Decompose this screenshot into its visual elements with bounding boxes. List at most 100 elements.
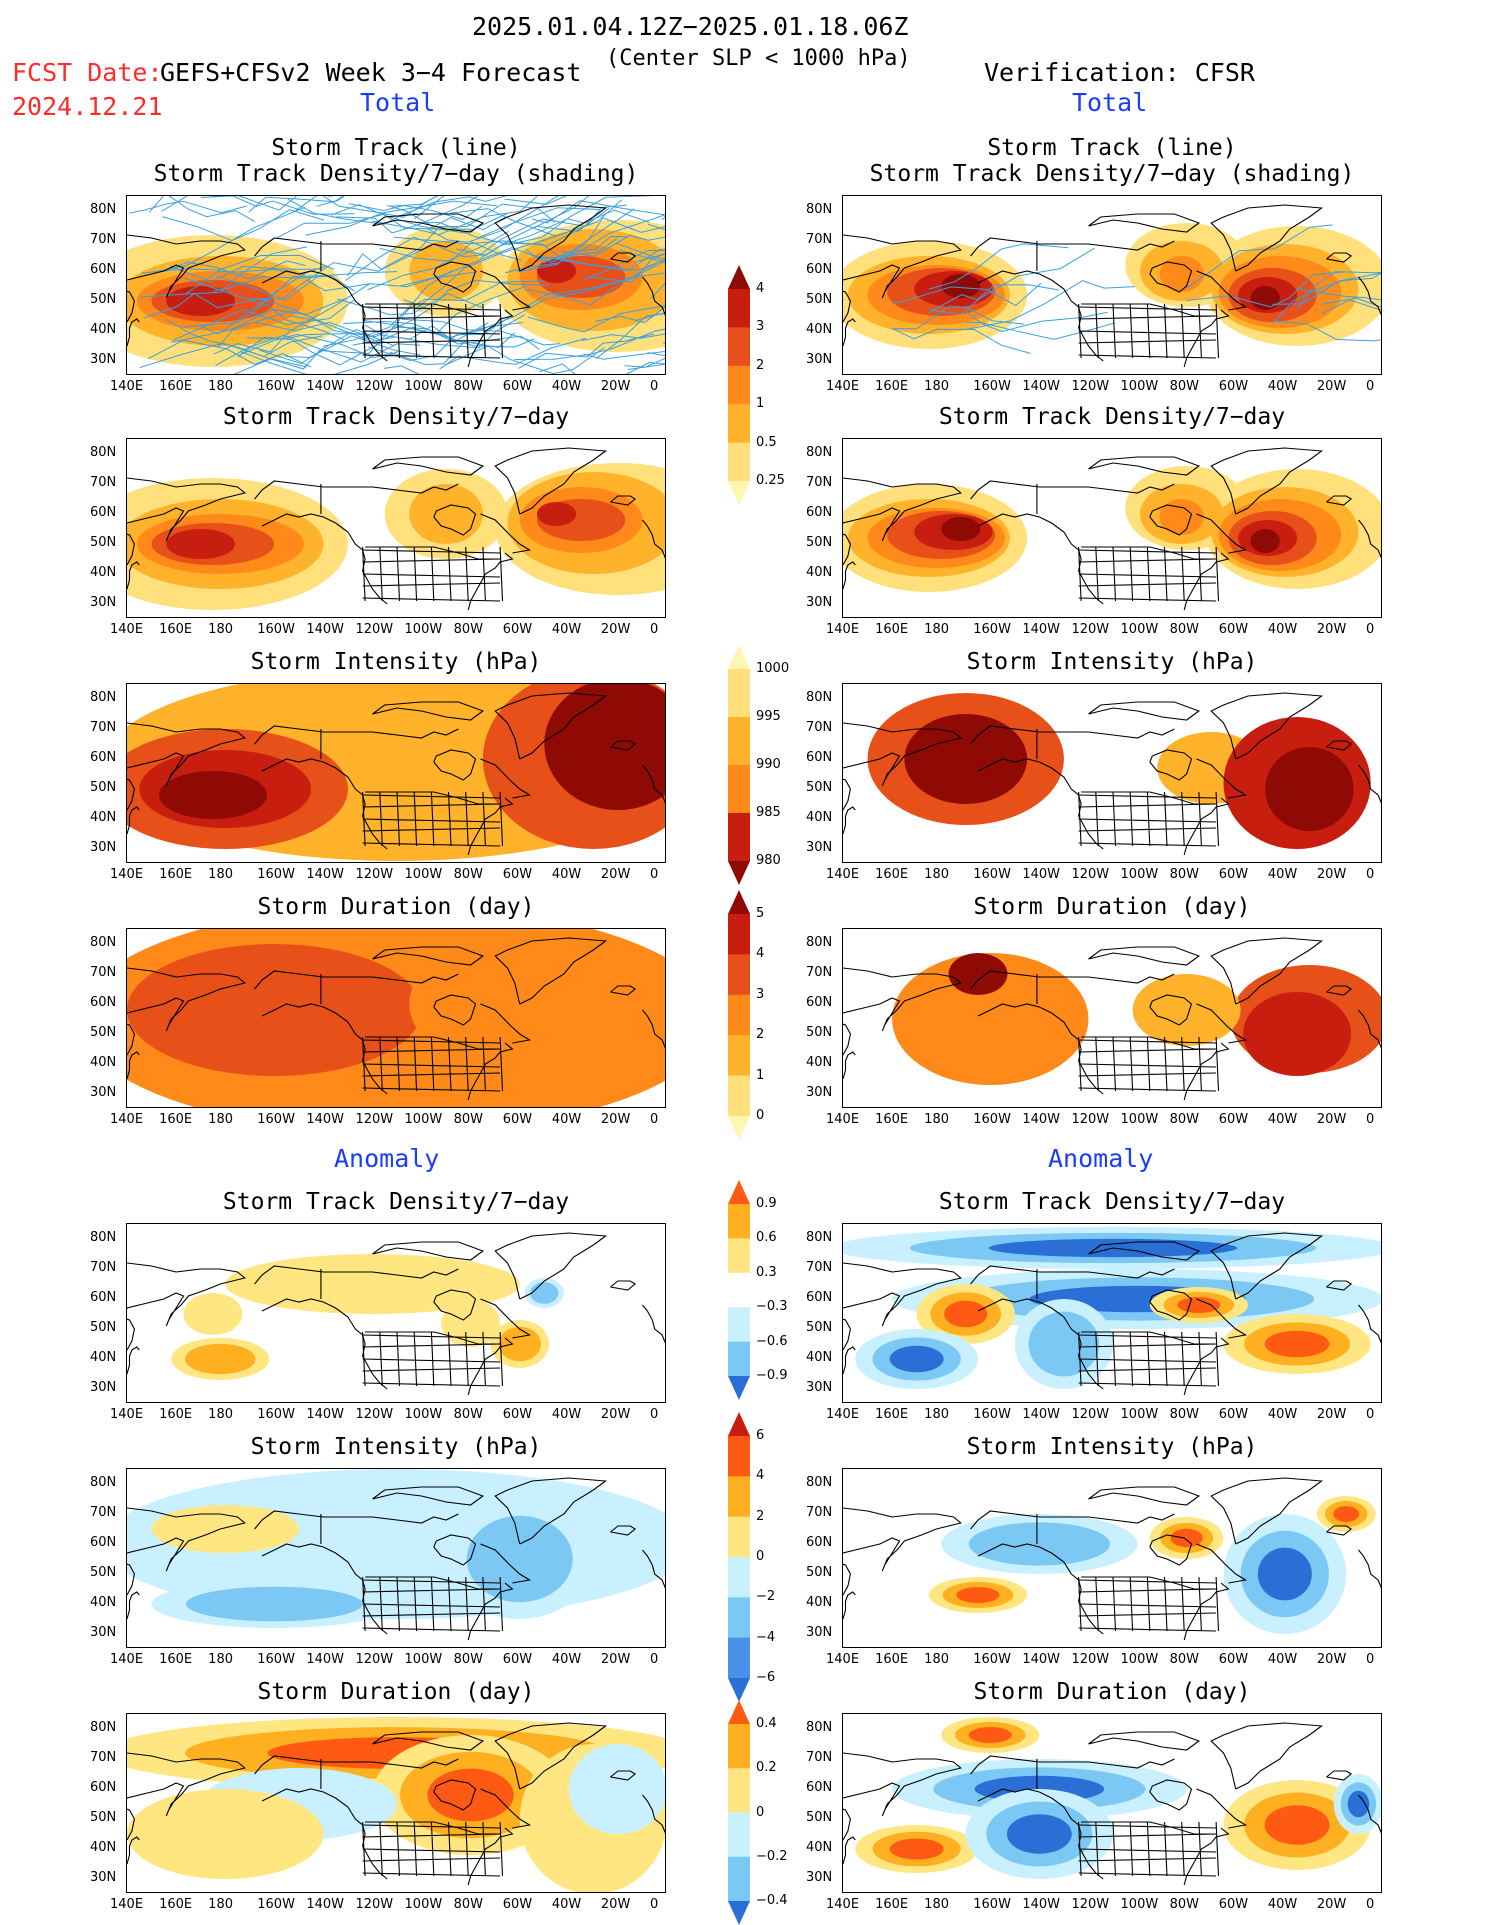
storm-track-line bbox=[147, 339, 312, 368]
map-panel-6-left bbox=[126, 1713, 666, 1893]
storm-track-line bbox=[426, 207, 556, 243]
anomaly-blob bbox=[568, 1744, 665, 1834]
lat-tick-label: 80N bbox=[806, 1720, 833, 1735]
lon-tick-label: 20W bbox=[600, 867, 631, 882]
lon-tick-label: 80W bbox=[1169, 1407, 1200, 1422]
lon-tick-label: 160W bbox=[973, 622, 1011, 637]
lon-tick-label: 160W bbox=[257, 1407, 295, 1422]
lon-tick-label: 40W bbox=[1267, 1112, 1298, 1127]
storm-track-line bbox=[523, 260, 665, 309]
map-canvas bbox=[127, 196, 665, 374]
lon-tick-label: 140W bbox=[306, 1407, 345, 1422]
lon-tick-label: 100W bbox=[404, 1112, 443, 1127]
lat-tick-label: 60N bbox=[90, 505, 117, 520]
storm-track-line bbox=[583, 351, 665, 360]
lon-tick-label: 140W bbox=[1022, 1407, 1061, 1422]
lat-tick-label: 50N bbox=[90, 292, 117, 307]
colorbar-segment bbox=[728, 1597, 750, 1639]
lon-tick-label: 140W bbox=[1022, 622, 1061, 637]
lon-tick-label: 80W bbox=[453, 1407, 484, 1422]
storm-track-line bbox=[588, 253, 665, 283]
density-blob bbox=[536, 502, 577, 526]
section-total-right: Total bbox=[1072, 88, 1148, 117]
lon-tick-label: 60W bbox=[502, 1897, 533, 1912]
lon-tick-label: 100W bbox=[1120, 1652, 1159, 1667]
lat-tick-label: 40N bbox=[90, 322, 117, 337]
lat-tick-label: 60N bbox=[90, 262, 117, 277]
lat-tick-label: 40N bbox=[90, 1595, 117, 1610]
storm-track-line bbox=[200, 196, 335, 211]
lon-tick-label: 0 bbox=[1366, 1407, 1375, 1422]
colorbar-density_anom bbox=[728, 1180, 750, 1400]
map-panel-5-right bbox=[842, 1468, 1382, 1648]
lon-tick-label: 0 bbox=[650, 622, 659, 637]
anomaly-blob bbox=[427, 1768, 514, 1822]
colorbar-segment bbox=[728, 1557, 750, 1598]
storm-track-line bbox=[211, 196, 355, 215]
lat-tick-label: 40N bbox=[806, 322, 833, 337]
storm-track-line bbox=[139, 246, 308, 298]
lat-tick-label: 40N bbox=[806, 810, 833, 825]
panel-title-density-left: Storm Track Density/7−day bbox=[222, 404, 570, 430]
lon-tick-label: 140W bbox=[1022, 867, 1061, 882]
lon-tick-label: 20W bbox=[600, 1897, 631, 1912]
lon-tick-label: 120W bbox=[1071, 379, 1110, 394]
colorbar-label: 4 bbox=[756, 1468, 765, 1484]
lat-tick-label: 40N bbox=[90, 810, 117, 825]
map-canvas bbox=[843, 447, 1381, 611]
lon-tick-label: 140E bbox=[110, 379, 144, 394]
storm-track-line bbox=[1321, 298, 1381, 311]
colorbar-label: 0.3 bbox=[756, 1264, 777, 1280]
density-blob bbox=[536, 259, 577, 283]
lon-tick-label: 100W bbox=[1120, 1112, 1159, 1127]
panel-title-duration-left: Storm Duration (day) bbox=[257, 1679, 535, 1705]
lon-tick-label: 100W bbox=[1120, 1897, 1159, 1912]
map-canvas bbox=[843, 1477, 1381, 1641]
map-panel-6-right bbox=[842, 1713, 1382, 1893]
lon-tick-label: 180 bbox=[924, 379, 949, 394]
storm-track-line bbox=[650, 282, 665, 300]
colorbar-label: 2 bbox=[756, 1508, 765, 1524]
lat-tick-label: 50N bbox=[90, 1025, 117, 1040]
colorbar-segment bbox=[728, 1856, 750, 1902]
map-canvas bbox=[843, 204, 1381, 368]
lon-tick-label: 120W bbox=[1071, 867, 1110, 882]
lon-tick-label: 80W bbox=[1169, 1897, 1200, 1912]
lat-tick-label: 30N bbox=[90, 1085, 117, 1100]
lat-tick-label: 40N bbox=[90, 1840, 117, 1855]
lat-tick-label: 70N bbox=[806, 720, 833, 735]
lon-tick-label: 0 bbox=[650, 1652, 659, 1667]
lat-tick-label: 80N bbox=[806, 935, 833, 950]
storm-track-line bbox=[664, 204, 665, 205]
lon-tick-label: 40W bbox=[1267, 379, 1298, 394]
colorbar-segment bbox=[728, 914, 750, 955]
lon-tick-label: 160W bbox=[257, 867, 295, 882]
storm-track-line bbox=[367, 231, 509, 291]
anomaly-blob bbox=[944, 1300, 988, 1328]
panel-title-duration-right: Storm Duration (day) bbox=[973, 894, 1251, 920]
lon-tick-label: 20W bbox=[1316, 1652, 1347, 1667]
storm-track-line bbox=[1272, 272, 1381, 305]
lon-tick-label: 120W bbox=[1071, 1407, 1110, 1422]
coastlines bbox=[127, 1232, 665, 1396]
storm-track-line bbox=[615, 242, 665, 260]
storm-track-line bbox=[389, 332, 516, 366]
storm-track-line bbox=[336, 196, 479, 234]
lat-tick-label: 80N bbox=[90, 202, 117, 217]
section-anomaly-left: Anomaly bbox=[334, 1144, 440, 1173]
storm-track-line bbox=[928, 243, 1069, 290]
storm-track-line bbox=[294, 196, 318, 212]
colorbar-label: 2 bbox=[756, 1027, 765, 1043]
lon-tick-label: 160W bbox=[257, 1652, 295, 1667]
storm-track-line bbox=[414, 196, 445, 220]
colorbar-segment bbox=[728, 1768, 750, 1813]
lon-tick-label: 160W bbox=[257, 1897, 295, 1912]
storm-track-line bbox=[217, 309, 368, 348]
storm-track-line bbox=[173, 299, 354, 341]
lon-tick-label: 60W bbox=[1218, 622, 1249, 637]
lon-tick-label: 100W bbox=[404, 379, 443, 394]
storm-track-line bbox=[391, 280, 545, 330]
colorbar-label: 0.9 bbox=[756, 1196, 777, 1211]
density-blob bbox=[1159, 499, 1204, 535]
storm-track-line bbox=[251, 250, 421, 300]
